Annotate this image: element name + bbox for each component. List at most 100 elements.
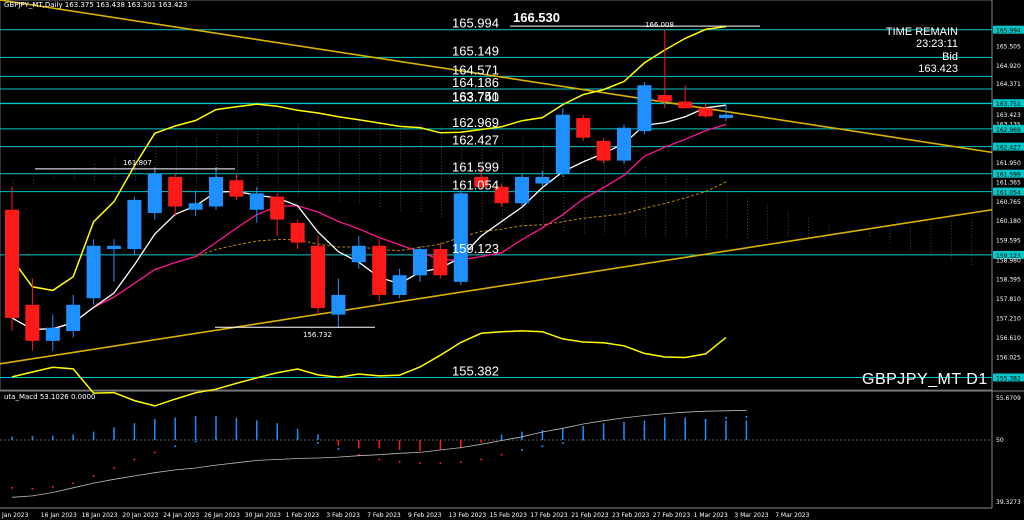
date-label: 17 Feb 2023 <box>530 512 568 519</box>
price-tick-label: 161.599 <box>996 172 1021 179</box>
price-tag-bg <box>993 250 1024 259</box>
candle-up <box>127 199 142 250</box>
macd-signal-dot <box>174 445 177 448</box>
macd-signal-dot <box>582 438 585 441</box>
price-tick-label: 156.025 <box>996 354 1021 361</box>
candle-up <box>86 245 101 299</box>
candle-down <box>678 101 693 109</box>
price-tick-label: 161.054 <box>996 190 1021 197</box>
date-label: 26 Jan 2023 <box>204 512 240 519</box>
macd-signal-dot <box>235 434 238 437</box>
candle-up <box>555 114 570 174</box>
candle-down <box>270 196 285 220</box>
date-label: 15 Feb 2023 <box>490 512 528 519</box>
macd-signal-dot <box>725 416 727 419</box>
bid-label: Bid <box>942 51 958 63</box>
price-tag-bg <box>993 142 1024 151</box>
bid-value: 163.423 <box>918 63 958 75</box>
annotation-label: 156.732 <box>303 331 332 339</box>
candle-up <box>147 173 162 214</box>
ma-orange <box>11 181 727 330</box>
candle-down <box>229 180 244 197</box>
candle-down <box>311 245 325 309</box>
candle-up <box>719 114 733 118</box>
price-tick-label: 159.123 <box>996 253 1021 260</box>
candle-down <box>5 209 19 318</box>
candle-up <box>209 176 223 207</box>
price-tick-label: 158.395 <box>996 277 1021 284</box>
indicator-axis-label: 50 <box>996 437 1004 444</box>
candle-up <box>351 245 366 263</box>
date-label: Jan 2023 <box>1 512 29 519</box>
macd-signal-dot <box>663 424 666 427</box>
macd-signal-dot <box>133 458 136 461</box>
macd-signal-dot <box>704 419 707 422</box>
level-label: 161.599 <box>452 160 499 175</box>
candle-up <box>249 193 264 210</box>
macd-signal-dot <box>113 466 115 469</box>
candle-up <box>453 193 468 282</box>
price-tick-label: 165.505 <box>996 44 1021 51</box>
candle-down <box>474 176 489 187</box>
candle-up <box>413 249 427 276</box>
price-tick-label: 162.969 <box>996 127 1021 134</box>
price-tick-label: 164.371 <box>996 81 1021 88</box>
macd-signal-dot <box>500 453 503 456</box>
price-tick-label: 163.423 <box>996 112 1021 119</box>
candle-up <box>66 304 81 332</box>
price-tick-label: 157.210 <box>996 316 1021 323</box>
price-tick-label: 158.980 <box>996 258 1021 265</box>
candle-up <box>535 176 550 184</box>
level-label: 163.740 <box>452 90 499 105</box>
price-tag-bg <box>993 187 1024 196</box>
candle-down <box>433 249 448 276</box>
candle-up <box>331 294 346 315</box>
macd-signal-dot <box>541 445 544 448</box>
price-tick-label: 161.950 <box>996 160 1021 167</box>
price-tag-bg <box>993 169 1024 178</box>
trendline-down <box>0 0 993 154</box>
candle-down <box>596 140 611 161</box>
candle-up <box>515 176 529 204</box>
level-label: 155.382 <box>452 363 499 378</box>
level-label: 161.054 <box>452 178 499 193</box>
macd-signal-dot <box>357 453 360 456</box>
price-tick-label: 159.595 <box>996 237 1021 244</box>
date-label: 30 Jan 2023 <box>245 512 281 519</box>
candle-up <box>107 245 121 250</box>
macd-signal-dot <box>745 415 748 418</box>
level-label: 159.123 <box>452 241 499 256</box>
date-label: 7 Feb 2023 <box>367 512 401 519</box>
indicator-title: uta_Macd 53.1026 0.0000 <box>4 393 96 401</box>
date-label: 20 Jan 2023 <box>122 512 158 519</box>
date-label: 9 Feb 2023 <box>408 512 442 519</box>
candle-up <box>617 127 631 161</box>
level-label: 165.994 <box>452 16 499 31</box>
price-tick-label: 164.920 <box>996 63 1021 70</box>
macd-line <box>11 409 747 498</box>
price-tag-bg <box>993 99 1024 108</box>
macd-signal-dot <box>255 433 258 436</box>
candle-up <box>188 203 203 210</box>
date-label: 23 Feb 2023 <box>612 512 650 519</box>
candle-down <box>698 108 713 117</box>
annotation-label: 166.008 <box>645 21 674 29</box>
macd-signal-dot <box>153 451 156 454</box>
date-label: 13 Feb 2023 <box>449 512 487 519</box>
candle-down <box>25 304 40 341</box>
level-label: 164.186 <box>452 75 499 90</box>
macd-signal-dot <box>480 458 483 461</box>
level-label: 162.427 <box>452 133 499 148</box>
candle-up <box>637 85 652 132</box>
macd-signal-dot <box>215 437 217 440</box>
macd-signal-dot <box>439 462 442 465</box>
candle-down <box>576 117 591 138</box>
price-tick-label: 160.765 <box>996 199 1021 206</box>
date-label: 24 Jan 2023 <box>163 512 199 519</box>
candle-down <box>494 186 509 204</box>
price-tag-bg <box>993 25 1024 34</box>
date-label: 18 Jan 2023 <box>82 512 118 519</box>
macd-signal-dot <box>623 431 625 434</box>
chart-header: GBPJPY_MT,Daily 163.375 163.438 163.301 … <box>4 1 187 9</box>
